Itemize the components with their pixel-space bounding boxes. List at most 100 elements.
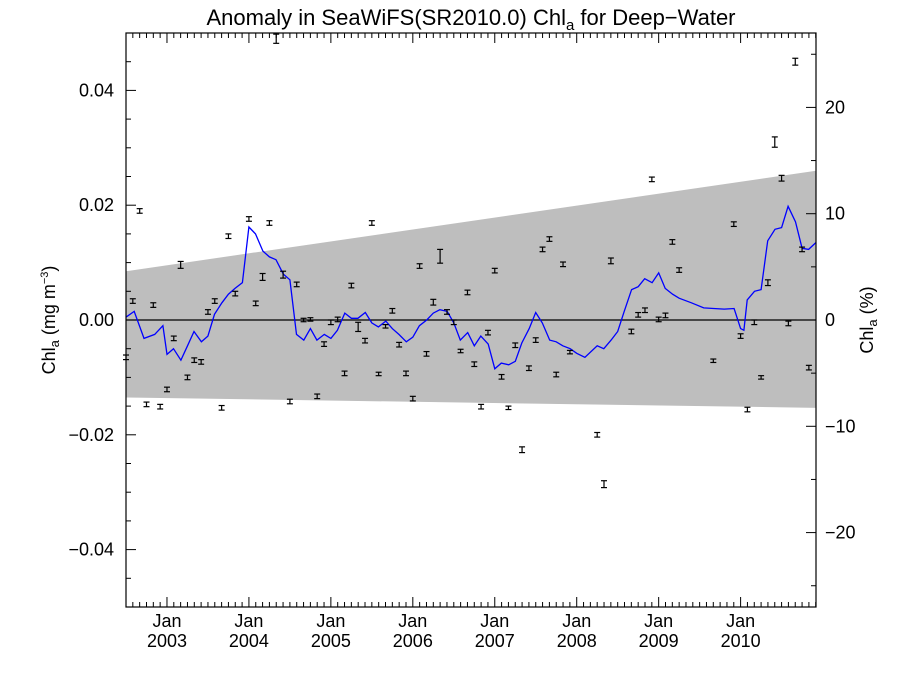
data-point-26 — [307, 317, 314, 322]
data-point-58 — [525, 365, 532, 372]
data-point-30 — [334, 316, 341, 323]
ylabel-left-main: Chl — [39, 347, 59, 374]
data-point-54 — [498, 373, 505, 380]
y-left-tick-label-2: 0.00 — [79, 310, 114, 330]
y-right-tick-label-3: −10 — [825, 416, 856, 436]
y-left-tick-label-1: 0.02 — [79, 195, 114, 215]
data-point-66 — [601, 480, 608, 489]
data-point-73 — [662, 312, 669, 319]
data-point-25 — [300, 317, 307, 323]
y-axis-left: 0.04 0.02 0.00 −0.02 −0.04 — [68, 61, 136, 579]
data-point-6 — [163, 386, 170, 393]
data-point-80 — [751, 319, 758, 326]
ylabel-left-sub: a — [47, 339, 62, 347]
data-point-46 — [443, 309, 450, 315]
x-tick-label-year-5: 2008 — [557, 631, 597, 651]
data-point-17 — [245, 216, 252, 222]
y-left-tick-label-3: −0.02 — [68, 425, 114, 445]
data-points — [123, 33, 812, 489]
x-axis: Jan2003Jan2004Jan2005Jan2006Jan2007Jan20… — [125, 33, 817, 651]
data-point-7 — [170, 335, 177, 342]
y-right-tick-label-4: −20 — [825, 523, 856, 543]
data-point-22 — [280, 270, 287, 279]
data-point-57 — [519, 446, 526, 454]
data-point-5 — [157, 403, 164, 410]
data-point-24 — [293, 281, 300, 288]
data-point-81 — [758, 375, 765, 380]
data-point-14 — [218, 404, 225, 411]
data-point-37 — [382, 323, 389, 329]
ylabel-left-end: ) — [39, 266, 59, 272]
ylabel-right-sub: a — [865, 319, 880, 327]
data-point-36 — [375, 371, 382, 377]
y-axis-right-title: Chla (%) — [857, 286, 880, 353]
data-point-69 — [635, 311, 642, 318]
data-point-42 — [416, 263, 423, 269]
data-point-20 — [266, 220, 273, 226]
data-point-70 — [641, 307, 648, 314]
data-point-56 — [512, 342, 519, 349]
data-point-72 — [655, 316, 662, 323]
x-tick-label-month-6: Jan — [644, 611, 673, 631]
data-point-50 — [471, 361, 478, 368]
x-tick-label-year-2: 2005 — [311, 631, 351, 651]
data-point-31 — [341, 370, 348, 377]
data-point-12 — [204, 309, 211, 315]
data-point-29 — [327, 319, 334, 326]
data-point-32 — [348, 282, 355, 289]
data-point-1 — [129, 298, 136, 304]
x-tick-label-year-0: 2003 — [147, 631, 187, 651]
data-point-15 — [225, 233, 232, 240]
data-point-27 — [314, 393, 321, 400]
data-point-4 — [150, 302, 157, 308]
data-point-45 — [437, 248, 444, 264]
data-point-65 — [594, 431, 601, 438]
data-point-11 — [198, 359, 205, 365]
data-point-79 — [744, 406, 751, 413]
data-point-59 — [532, 337, 539, 343]
x-tick-label-year-7: 2010 — [721, 631, 761, 651]
ylabel-left-tail: (mg m — [39, 284, 59, 340]
data-point-67 — [607, 257, 614, 265]
x-tick-label-year-3: 2006 — [393, 631, 433, 651]
trend-band — [126, 170, 816, 408]
plot-area — [123, 32, 817, 608]
ylabel-right-tail: (%) — [857, 286, 877, 319]
x-tick-label-month-2: Jan — [316, 611, 345, 631]
data-point-23 — [286, 398, 293, 405]
y-axis-left-title: Chla (mg m−3) — [39, 266, 62, 375]
chart-title: Anomaly in SeaWiFS(SR2010.0) Chla for De… — [206, 5, 735, 34]
data-point-41 — [409, 395, 416, 402]
x-tick-label-month-0: Jan — [152, 611, 181, 631]
ylabel-left-sup: −3 — [39, 272, 51, 285]
data-point-10 — [191, 357, 198, 364]
y-axis-right: 20 10 0 −10 −20 — [806, 53, 856, 587]
data-point-48 — [457, 348, 464, 354]
y-left-tick-label-0: 0.04 — [79, 80, 114, 100]
data-point-28 — [321, 341, 328, 348]
data-point-43 — [423, 350, 430, 357]
data-point-18 — [252, 300, 259, 307]
data-point-34 — [362, 337, 369, 344]
data-point-16 — [232, 290, 239, 297]
data-point-75 — [676, 267, 683, 273]
data-point-61 — [546, 236, 553, 242]
data-point-84 — [778, 174, 785, 182]
data-point-53 — [491, 267, 498, 274]
data-point-60 — [539, 246, 546, 253]
data-point-55 — [505, 405, 512, 411]
data-point-9 — [184, 374, 191, 381]
data-point-47 — [450, 319, 457, 326]
data-point-40 — [403, 370, 410, 377]
y-left-tick-label-4: −0.04 — [68, 540, 114, 560]
y-right-tick-label-2: 0 — [825, 310, 835, 330]
x-tick-label-month-5: Jan — [562, 611, 591, 631]
data-point-88 — [805, 364, 812, 371]
y-right-tick-label-0: 20 — [825, 97, 845, 117]
data-point-52 — [484, 329, 491, 336]
data-point-62 — [553, 371, 560, 378]
x-tick-label-year-4: 2007 — [475, 631, 515, 651]
data-point-76 — [710, 358, 717, 364]
data-point-33 — [355, 321, 362, 333]
data-point-39 — [396, 341, 403, 348]
